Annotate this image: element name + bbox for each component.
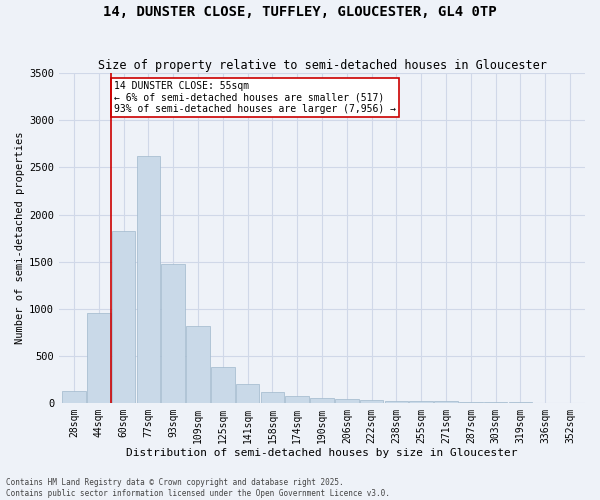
Bar xyxy=(509,402,532,403)
Bar xyxy=(260,392,284,403)
Bar xyxy=(310,398,334,403)
Bar xyxy=(112,230,136,403)
Text: 14 DUNSTER CLOSE: 55sqm
← 6% of semi-detached houses are smaller (517)
93% of se: 14 DUNSTER CLOSE: 55sqm ← 6% of semi-det… xyxy=(113,80,395,114)
Bar xyxy=(484,402,508,403)
Bar xyxy=(161,264,185,403)
Bar xyxy=(335,400,359,403)
Bar xyxy=(459,402,482,403)
Bar xyxy=(434,402,458,403)
Bar xyxy=(286,396,309,403)
Bar xyxy=(385,401,408,403)
Bar xyxy=(87,312,110,403)
X-axis label: Distribution of semi-detached houses by size in Gloucester: Distribution of semi-detached houses by … xyxy=(126,448,518,458)
Bar xyxy=(360,400,383,403)
Bar xyxy=(137,156,160,403)
Text: 14, DUNSTER CLOSE, TUFFLEY, GLOUCESTER, GL4 0TP: 14, DUNSTER CLOSE, TUFFLEY, GLOUCESTER, … xyxy=(103,5,497,19)
Bar xyxy=(236,384,259,403)
Bar xyxy=(409,402,433,403)
Y-axis label: Number of semi-detached properties: Number of semi-detached properties xyxy=(15,132,25,344)
Text: Contains HM Land Registry data © Crown copyright and database right 2025.
Contai: Contains HM Land Registry data © Crown c… xyxy=(6,478,390,498)
Bar xyxy=(186,326,210,403)
Bar xyxy=(211,368,235,403)
Bar xyxy=(62,391,86,403)
Title: Size of property relative to semi-detached houses in Gloucester: Size of property relative to semi-detach… xyxy=(98,59,547,72)
